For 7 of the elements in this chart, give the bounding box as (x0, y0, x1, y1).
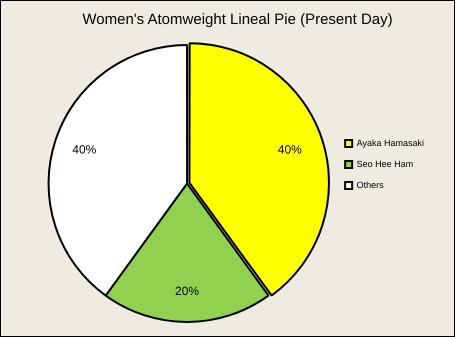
data-label: 40% (72, 142, 97, 156)
data-label: 40% (278, 142, 302, 156)
legend-label: Ayaka Hamasaki (356, 138, 424, 148)
data-label: 20% (175, 284, 200, 298)
chart-title: Women's Atomweight Lineal Pie (Present Day) (82, 11, 393, 28)
legend-label: Others (356, 180, 384, 190)
legend-label: Seo Hee Ham (356, 158, 414, 169)
